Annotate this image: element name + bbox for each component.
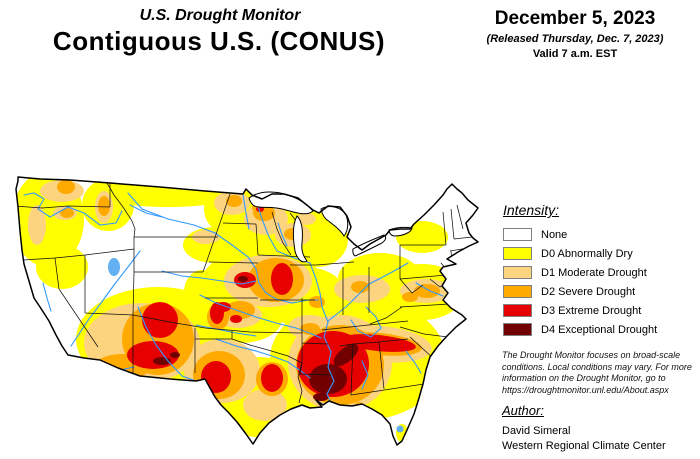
drought-d3-tennessee-georgia-band xyxy=(340,334,416,352)
river-columbia xyxy=(23,192,85,218)
legend-swatch-d2 xyxy=(503,285,532,298)
drought-d3-texas-big-bend xyxy=(201,361,231,393)
legend-label: D4 Exceptional Drought xyxy=(541,323,658,336)
legend-item-d0: D0 Abnormally Dry xyxy=(503,244,657,263)
river-sacramento xyxy=(42,282,52,312)
legend-swatch-none xyxy=(503,228,532,241)
river-ohio xyxy=(327,262,409,322)
date-block: December 5, 2023 (Released Thursday, Dec… xyxy=(452,8,698,60)
drought-d4-nebraska-dot xyxy=(238,276,248,282)
legend-item-none: None xyxy=(503,225,657,244)
conus-outline xyxy=(15,176,479,446)
author-block: Author: David Simeral Western Regional C… xyxy=(502,403,666,452)
legend-swatch-d3 xyxy=(503,304,532,317)
disclaimer-text: The Drought Monitor focuses on broad-sca… xyxy=(502,350,692,396)
legend-swatch-d0 xyxy=(503,247,532,260)
drought-d2-oregon-columbia-spot xyxy=(60,208,74,218)
drought-d1-south-texas xyxy=(243,389,287,421)
legend-label: D0 Abnormally Dry xyxy=(541,247,633,260)
region-title: Contiguous U.S. (CONUS) xyxy=(52,26,386,56)
drought-d2-washington-cascades xyxy=(57,180,75,194)
map-date: December 5, 2023 xyxy=(494,8,656,29)
drought-d4-louisiana xyxy=(309,364,347,394)
map-container xyxy=(10,167,490,459)
drought-d0-colorado-east xyxy=(184,270,220,314)
report-title: U.S. Drought Monitor xyxy=(139,7,301,24)
legend-swatch-d1 xyxy=(503,266,532,279)
lake-michigan xyxy=(292,215,308,263)
drought-d3-central-texas xyxy=(261,364,283,392)
release-date: (Released Thursday, Dec. 7, 2023) xyxy=(486,33,664,45)
drought-d2-virginia-spot-west xyxy=(402,292,418,302)
drought-d4-central-mississippi xyxy=(333,343,359,367)
author-heading: Author: xyxy=(502,403,544,418)
drought-d2-indiana-spot xyxy=(351,281,369,293)
legend-item-d1: D1 Moderate Drought xyxy=(503,263,657,282)
drought-d3-arizona-spot-west xyxy=(114,375,128,383)
drought-d2-eastern-montana-spot xyxy=(226,195,242,207)
river-snake xyxy=(83,210,123,226)
legend: Intensity: None D0 Abnormally Dry D1 Moder… xyxy=(503,202,657,339)
conus-drought-map xyxy=(15,176,479,446)
legend-heading: Intensity: xyxy=(503,202,560,218)
legend-label: D1 Moderate Drought xyxy=(541,266,647,279)
river-canadian xyxy=(195,324,257,337)
river-mississippi-lower xyxy=(321,306,335,404)
drought-d3-kansas-spot-south xyxy=(230,315,242,323)
river-tennessee xyxy=(350,306,382,338)
drought-d2-washington-idaho-spot xyxy=(98,196,110,216)
drought-d2-missouri-spot xyxy=(300,323,320,335)
legend-item-d2: D2 Severe Drought xyxy=(503,282,657,301)
drought-d2-virginia-spot-east xyxy=(414,284,440,298)
river-platte xyxy=(161,270,257,285)
drought-d1-oregon-coast xyxy=(28,205,46,245)
drought-d3-texas-panhandle xyxy=(210,302,224,324)
author-name: David Simeral xyxy=(502,425,571,437)
drought-d3-iowa xyxy=(271,263,293,295)
legend-item-d4: D4 Exceptional Drought xyxy=(503,320,657,339)
author-org: Western Regional Climate Center xyxy=(502,440,666,452)
river-mississippi-upper xyxy=(256,202,323,308)
great-salt-lake xyxy=(108,258,120,276)
river-wisconsin-river xyxy=(277,222,288,247)
drought-d0-northern-california xyxy=(36,245,88,289)
legend-label: D3 Extreme Drought xyxy=(541,304,642,317)
legend-swatch-d4 xyxy=(503,323,532,336)
lake-okeechobee xyxy=(396,425,404,433)
legend-label: D2 Severe Drought xyxy=(541,285,636,298)
river-colorado xyxy=(70,250,141,347)
river-savannah xyxy=(405,350,422,374)
drought-d3-arizona-spot-east xyxy=(131,379,141,387)
drought-d4-louisiana-coast xyxy=(313,393,329,401)
river-james xyxy=(415,282,444,297)
lake-huron xyxy=(320,206,349,237)
river-missouri-upper xyxy=(127,192,260,284)
valid-time: Valid 7 a.m. EST xyxy=(532,48,618,60)
river-alabama-river xyxy=(361,360,369,390)
legend-item-d3: D3 Extreme Drought xyxy=(503,301,657,320)
drought-d4-southern-new-mexico-east xyxy=(170,352,180,358)
river-yellowstone xyxy=(129,204,163,218)
legend-label: None xyxy=(541,228,568,241)
river-arkansas xyxy=(199,294,322,339)
legend-rows: None D0 Abnormally Dry D1 Moderate Drought… xyxy=(503,225,657,339)
drought-d0-new-york xyxy=(396,221,448,253)
drought-d2-kentucky-west-spot xyxy=(309,296,325,308)
